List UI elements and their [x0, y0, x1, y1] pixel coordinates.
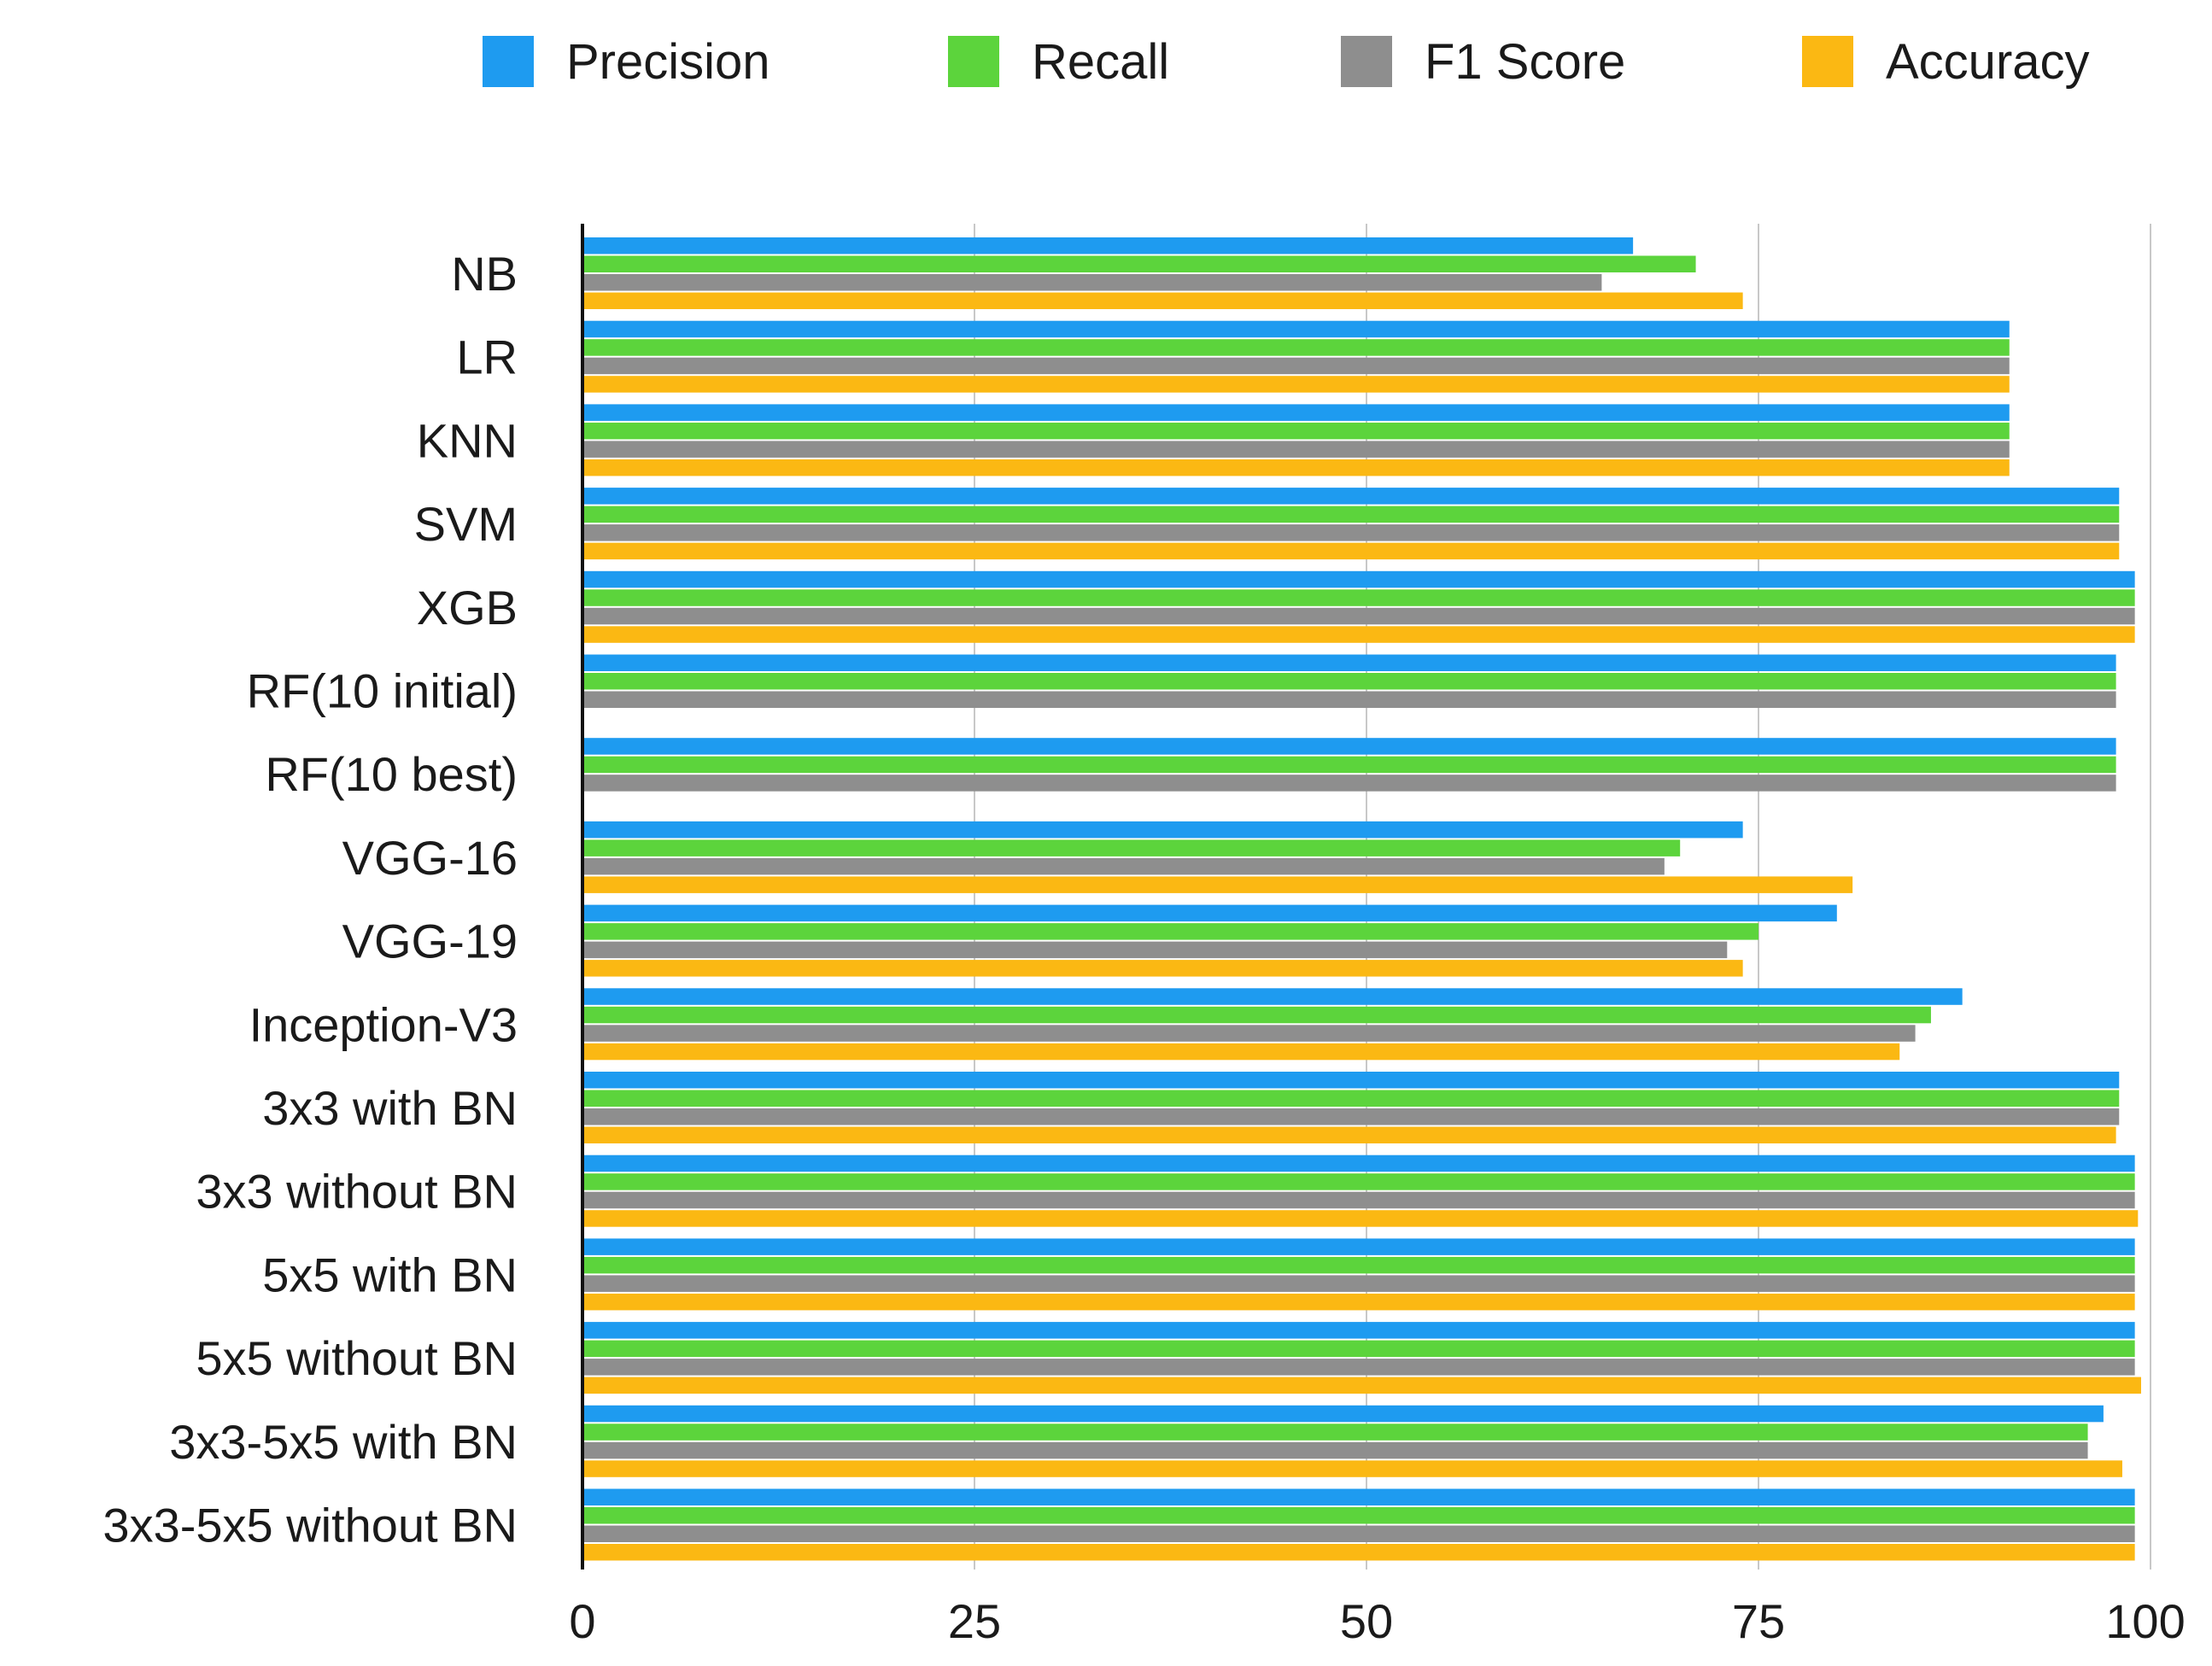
bar-vgg-16-f1-score	[584, 857, 1665, 875]
bar-3x3-5x5-without-bn-accuracy	[584, 1544, 2135, 1561]
bar-lr-f1-score	[584, 357, 2010, 375]
x-tick-label-0: 0	[569, 1594, 595, 1648]
category-label-5x5-with-bn: 5x5 with BN	[262, 1248, 518, 1301]
bar-rf-10-best-recall	[584, 756, 2116, 774]
bar-vgg-19-accuracy	[584, 960, 1743, 977]
bar-3x3-with-bn-f1-score	[584, 1108, 2120, 1125]
bar-3x3-without-bn-precision	[584, 1155, 2135, 1172]
bar-3x3-with-bn-precision	[584, 1072, 2120, 1089]
bar-vgg-19-f1-score	[584, 941, 1728, 959]
legend-label-accuracy: Accuracy	[1886, 34, 2090, 90]
x-tick-label-100: 100	[2105, 1594, 2185, 1648]
category-label-3x3-5x5-without-bn: 3x3-5x5 without BN	[102, 1499, 518, 1552]
bar-5x5-without-bn-recall	[584, 1340, 2135, 1358]
bar-3x3-5x5-with-bn-precision	[584, 1405, 2104, 1423]
bar-knn-accuracy	[584, 459, 2010, 476]
bar-nb-f1-score	[584, 274, 1602, 291]
x-tick-label-75: 75	[1732, 1594, 1785, 1648]
bar-3x3-5x5-without-bn-recall	[584, 1507, 2135, 1524]
bar-5x5-with-bn-accuracy	[584, 1293, 2135, 1311]
bar-rf-10-initial-recall	[584, 673, 2116, 690]
bar-5x5-with-bn-precision	[584, 1238, 2135, 1255]
bar-nb-precision	[584, 237, 1634, 254]
bar-svm-precision	[584, 488, 2120, 505]
bar-lr-accuracy	[584, 376, 2010, 393]
bar-rf-10-initial-f1-score	[584, 691, 2116, 708]
bar-5x5-without-bn-f1-score	[584, 1359, 2135, 1376]
category-label-knn: KNN	[417, 413, 518, 467]
bar-nb-recall	[584, 255, 1696, 272]
bar-3x3-with-bn-accuracy	[584, 1126, 2116, 1143]
x-tick-label-50: 50	[1340, 1594, 1393, 1648]
category-label-inception-v3: Inception-V3	[249, 997, 518, 1051]
bar-svm-f1-score	[584, 524, 2120, 541]
category-label-svm: SVM	[414, 497, 518, 551]
bar-knn-f1-score	[584, 441, 2010, 458]
legend-label-recall: Recall	[1032, 34, 1169, 90]
bar-vgg-16-accuracy	[584, 876, 1853, 893]
category-label-lr: LR	[456, 330, 518, 384]
bar-inception-v3-accuracy	[584, 1043, 1900, 1061]
bar-svm-accuracy	[584, 542, 2120, 560]
bar-inception-v3-f1-score	[584, 1025, 1916, 1042]
category-label-xgb: XGB	[417, 581, 518, 634]
category-label-nb: NB	[451, 247, 518, 301]
bar-xgb-recall	[584, 589, 2135, 606]
bar-5x5-without-bn-precision	[584, 1322, 2135, 1339]
bar-rf-10-initial-precision	[584, 654, 2116, 671]
bar-5x5-without-bn-accuracy	[584, 1377, 2141, 1394]
bar-3x3-5x5-with-bn-f1-score	[584, 1441, 2088, 1459]
bar-nb-accuracy	[584, 292, 1743, 309]
bar-3x3-without-bn-f1-score	[584, 1191, 2135, 1209]
bar-3x3-5x5-without-bn-f1-score	[584, 1525, 2135, 1542]
bar-vgg-19-precision	[584, 904, 1837, 922]
bar-inception-v3-recall	[584, 1006, 1931, 1024]
category-label-3x3-with-bn: 3x3 with BN	[262, 1081, 518, 1135]
legend-label-f1-score: F1 Score	[1425, 34, 1625, 90]
bar-5x5-with-bn-f1-score	[584, 1275, 2135, 1292]
category-label-5x5-without-bn: 5x5 without BN	[196, 1331, 518, 1385]
bar-vgg-16-precision	[584, 821, 1743, 839]
bar-3x3-5x5-without-bn-precision	[584, 1488, 2135, 1505]
bar-3x3-5x5-with-bn-accuracy	[584, 1460, 2122, 1477]
bar-xgb-f1-score	[584, 607, 2135, 625]
category-label-vgg-16: VGG-16	[342, 831, 518, 885]
bar-3x3-5x5-with-bn-recall	[584, 1423, 2088, 1441]
bar-3x3-without-bn-accuracy	[584, 1210, 2139, 1227]
bar-knn-recall	[584, 422, 2010, 440]
bar-vgg-16-recall	[584, 839, 1681, 856]
bar-knn-precision	[584, 404, 2010, 421]
legend-swatch-f1-score	[1341, 36, 1392, 87]
bar-3x3-with-bn-recall	[584, 1090, 2120, 1107]
category-label-rf-10-initial: RF(10 initial)	[247, 664, 518, 718]
bars	[584, 237, 2141, 1561]
x-tick-labels: 0 25 50 75 100	[569, 1594, 2185, 1648]
legend-swatch-accuracy	[1802, 36, 1853, 87]
legend-swatch-precision	[483, 36, 534, 87]
category-label-3x3-5x5-with-bn: 3x3-5x5 with BN	[169, 1415, 518, 1469]
legend-label-precision: Precision	[566, 34, 770, 90]
bar-xgb-precision	[584, 570, 2135, 588]
bar-rf-10-best-f1-score	[584, 775, 2116, 792]
category-label-vgg-19: VGG-19	[342, 915, 518, 968]
x-tick-label-25: 25	[948, 1594, 1001, 1648]
bar-inception-v3-precision	[584, 988, 1963, 1005]
category-label-3x3-without-bn: 3x3 without BN	[196, 1165, 518, 1219]
legend-swatch-recall	[948, 36, 999, 87]
bar-5x5-with-bn-recall	[584, 1256, 2135, 1274]
bar-vgg-19-recall	[584, 923, 1758, 940]
bar-xgb-accuracy	[584, 626, 2135, 643]
bar-svm-recall	[584, 506, 2120, 523]
category-label-rf-10-best: RF(10 best)	[265, 747, 518, 801]
bar-lr-recall	[584, 339, 2010, 356]
bar-3x3-without-bn-recall	[584, 1173, 2135, 1190]
bar-rf-10-best-precision	[584, 738, 2116, 755]
legend: Precision Recall F1 Score Accuracy	[483, 34, 2090, 90]
bar-lr-precision	[584, 320, 2010, 338]
category-labels: NB LR KNN SVM XGB RF(10 initial) RF(10 best) VG…	[102, 247, 518, 1552]
